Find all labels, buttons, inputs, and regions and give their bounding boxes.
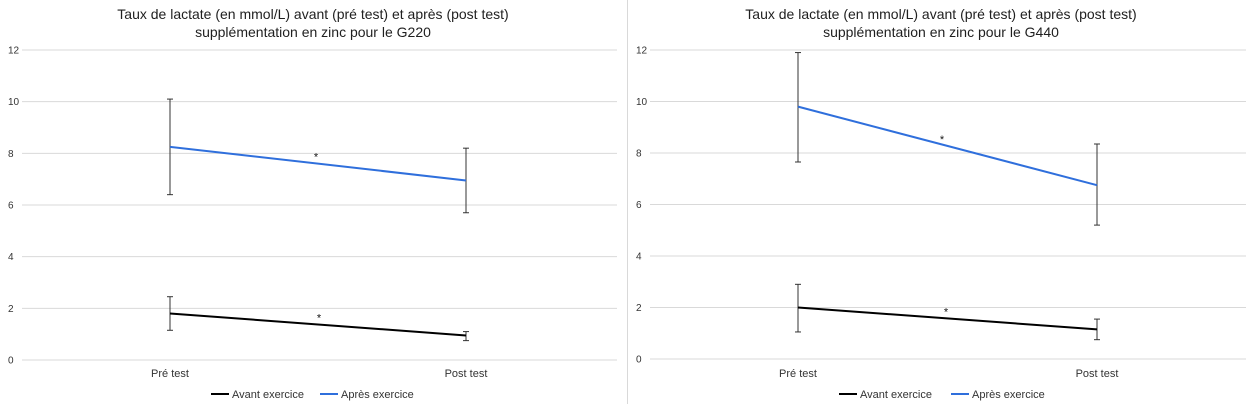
y-tick-label: 0 — [636, 355, 642, 366]
significance-marker: * — [940, 134, 945, 146]
x-tick-label: Post test — [1076, 368, 1119, 380]
chart-panel-g440: Taux de lactate (en mmol/L) avant (pré t… — [628, 0, 1256, 404]
x-tick-label: Post test — [445, 368, 488, 380]
chart-title-line1: Taux de lactate (en mmol/L) avant (pré t… — [745, 6, 1136, 22]
y-tick-label: 10 — [8, 97, 20, 108]
legend-label: Avant exercice — [232, 389, 304, 401]
line-chart-g440: Taux de lactate (en mmol/L) avant (pré t… — [636, 6, 1246, 401]
y-tick-label: 4 — [8, 252, 14, 263]
legend-label: Après exercice — [972, 389, 1045, 401]
series-line — [797, 105, 1098, 187]
y-tick-label: 6 — [636, 200, 642, 211]
legend-label: Après exercice — [341, 389, 414, 401]
y-tick-label: 6 — [8, 201, 14, 212]
y-tick-label: 2 — [8, 304, 14, 315]
significance-marker: * — [944, 306, 949, 318]
series-line — [797, 306, 1098, 331]
x-tick-label: Pré test — [779, 368, 817, 380]
y-tick-label: 2 — [636, 303, 642, 314]
y-tick-label: 10 — [636, 97, 648, 108]
y-tick-label: 8 — [636, 149, 642, 160]
chart-title-line1: Taux de lactate (en mmol/L) avant (pré t… — [117, 6, 508, 22]
y-tick-label: 0 — [8, 356, 14, 367]
line-chart-g220: Taux de lactate (en mmol/L) avant (pré t… — [8, 6, 617, 401]
significance-marker: * — [314, 152, 319, 164]
x-tick-label: Pré test — [151, 368, 189, 380]
chart-panel-g220: Taux de lactate (en mmol/L) avant (pré t… — [0, 0, 627, 404]
chart-title-line2: supplémentation en zinc pour le G440 — [823, 24, 1059, 40]
significance-marker: * — [317, 312, 322, 324]
y-tick-label: 12 — [8, 46, 20, 57]
panel-divider — [627, 0, 628, 404]
series-line — [169, 145, 467, 182]
y-tick-label: 12 — [636, 46, 648, 57]
legend-label: Avant exercice — [860, 389, 932, 401]
series-line — [169, 312, 467, 337]
y-tick-label: 4 — [636, 252, 642, 263]
chart-title-line2: supplémentation en zinc pour le G220 — [195, 24, 431, 40]
y-tick-label: 8 — [8, 149, 14, 160]
